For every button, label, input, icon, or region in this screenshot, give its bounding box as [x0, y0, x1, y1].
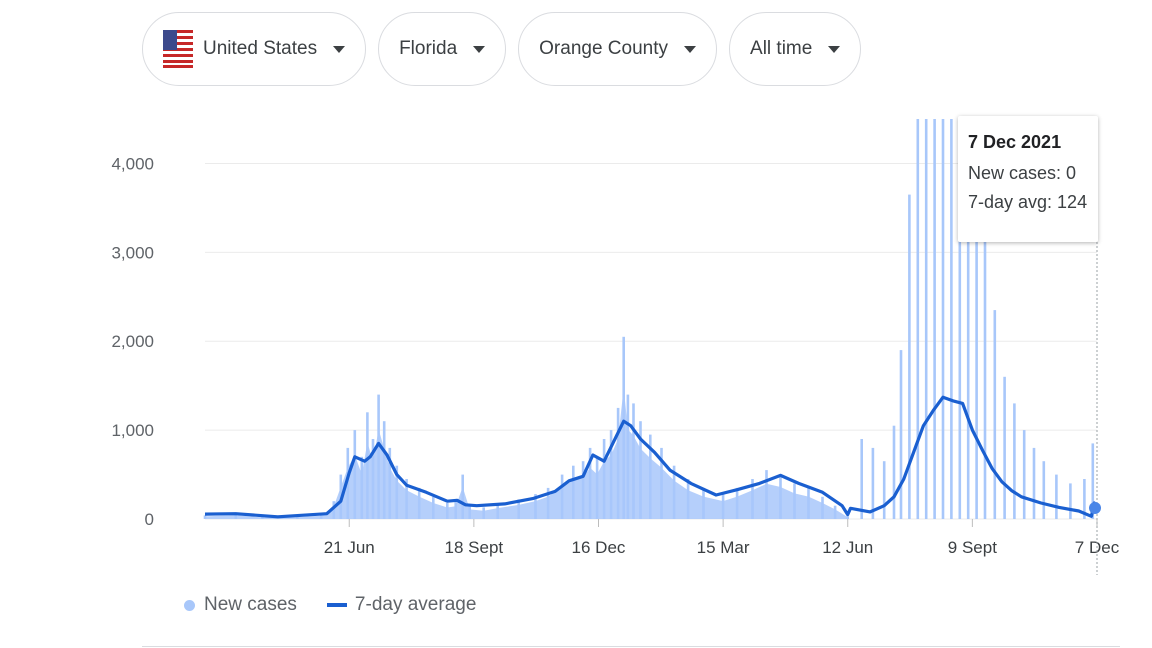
new-cases-bar [933, 119, 936, 519]
new-cases-bar [993, 310, 997, 519]
cursor-point [1089, 501, 1101, 514]
state-dropdown[interactable]: Florida [378, 12, 507, 86]
hover-tooltip: 7 Dec 2021 New cases: 0 7-day avg: 124 [958, 116, 1098, 242]
y-tick-label: 0 [145, 510, 154, 529]
chevron-down-icon [684, 45, 697, 53]
x-tick-label: 12 Jun [822, 538, 873, 557]
new-cases-bar [916, 119, 920, 519]
new-cases-bar [1069, 483, 1072, 519]
y-tick-label: 4,000 [111, 154, 154, 173]
x-tick-label: 21 Jun [324, 538, 375, 557]
new-cases-bar [1055, 474, 1058, 519]
chart-legend: New cases 7-day average [184, 594, 476, 616]
new-cases-bar [882, 461, 886, 519]
new-cases-bar [899, 350, 903, 519]
new-cases-bar [958, 119, 962, 519]
cases-area-fill [205, 387, 848, 519]
tooltip-date: 7 Dec 2021 [968, 132, 1062, 152]
new-cases-legend-swatch [184, 599, 195, 611]
new-cases-bar [941, 119, 945, 519]
new-cases-bar [1032, 447, 1036, 519]
new-cases-bar [983, 216, 987, 520]
tooltip-average: 7-day avg: 124 [968, 192, 1088, 212]
new-cases-bar [1091, 443, 1095, 519]
new-cases-bar [924, 119, 928, 519]
hover-cursor [1089, 242, 1101, 575]
county-label: Orange County [539, 38, 669, 59]
y-tick-label: 2,000 [111, 332, 154, 351]
new-cases-bar [892, 425, 896, 519]
cases-area [205, 387, 848, 519]
new-cases-bar [975, 163, 978, 519]
country-label: United States [203, 38, 318, 59]
x-tick-label: 16 Dec [572, 538, 626, 557]
us-flag-icon [163, 30, 193, 68]
chevron-down-icon [333, 45, 346, 53]
x-axis-ticks: 21 Jun 18 Sept 16 Dec 15 Mar 12 Jun 9 Sept 7 D… [324, 519, 1120, 557]
time-range-label: All time [750, 38, 813, 59]
new-cases-bar [966, 119, 970, 519]
filter-bar: United States Florida Orange County All … [142, 12, 862, 86]
y-tick-label: 1,000 [111, 421, 154, 440]
average-legend-swatch [326, 603, 347, 607]
new-cases-bar [908, 194, 911, 519]
new-cases-bar [1042, 461, 1046, 519]
new-cases-bar [1083, 479, 1086, 519]
new-cases-bar [860, 439, 863, 519]
divider [142, 646, 1120, 647]
country-dropdown[interactable]: United States [142, 12, 367, 86]
time-range-dropdown[interactable]: All time [729, 12, 862, 86]
county-dropdown[interactable]: Orange County [518, 12, 718, 86]
chevron-down-icon [828, 45, 841, 53]
new-cases-bar [1003, 376, 1006, 519]
state-label: Florida [399, 38, 458, 59]
x-tick-label: 15 Mar [697, 538, 750, 557]
new-cases-bar [1013, 403, 1016, 519]
legend-new-cases: New cases [204, 594, 297, 615]
y-axis-ticks: 0 1,000 2,000 3,000 4,000 [111, 154, 154, 529]
tooltip-new-cases: New cases: 0 [968, 163, 1077, 183]
x-tick-label: 9 Sept [948, 538, 997, 557]
legend-average: 7-day average [354, 594, 477, 615]
new-cases-bar [950, 119, 953, 519]
seven-day-average-path [204, 395, 1099, 519]
new-cases-bar [871, 447, 875, 519]
x-tick-label: 18 Sept [445, 538, 504, 557]
y-tick-label: 3,000 [111, 243, 154, 262]
chevron-down-icon [473, 45, 486, 53]
seven-day-average-line [204, 395, 1099, 519]
new-cases-bar [1022, 430, 1026, 519]
